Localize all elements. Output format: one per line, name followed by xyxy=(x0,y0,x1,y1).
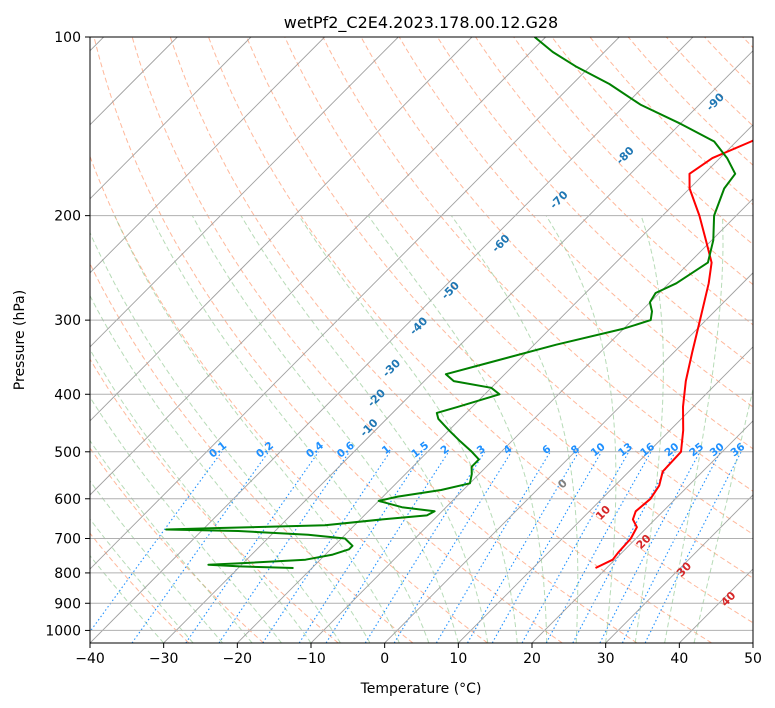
isotherm-line xyxy=(458,346,753,643)
dry-adiabat-line xyxy=(360,37,753,450)
mixing-ratio-line xyxy=(90,451,223,633)
mixing-ratio-line xyxy=(325,451,450,643)
mixing-ratio-line xyxy=(131,451,270,643)
y-tick-label: 800 xyxy=(54,566,81,582)
plot-frame xyxy=(89,36,754,644)
dry-adiabat-line xyxy=(90,358,339,643)
dry-adiabat-line xyxy=(131,37,638,643)
moist-adiabat-line xyxy=(634,215,664,643)
moist-adiabat-line xyxy=(240,215,489,643)
isotherm-line xyxy=(605,494,753,643)
mixing-ratio-line xyxy=(262,451,391,643)
dry-adiabat-line xyxy=(90,447,264,643)
moist-adiabat-line xyxy=(693,387,753,643)
mixing-ratio-line xyxy=(572,451,676,643)
moist-adiabat-line xyxy=(298,215,518,643)
x-tick-label: 50 xyxy=(744,651,762,667)
moist-adiabat-line xyxy=(664,215,724,643)
moist-adiabat-line xyxy=(545,215,617,643)
x-tick-label: −20 xyxy=(223,651,253,667)
x-tick-label: 20 xyxy=(523,651,541,667)
axes: −40 −30 −20 −10 0 10 20 30 40 50 100 200 300 400 500 60… xyxy=(45,30,762,667)
moist-adiabat-line xyxy=(90,480,223,643)
mixing-ratio-line xyxy=(185,451,320,643)
isotherm-line xyxy=(90,37,694,643)
isotherm-line xyxy=(90,37,473,422)
x-tick-label: 30 xyxy=(597,651,615,667)
mixing-ratio-line xyxy=(545,451,652,643)
y-tick-label: 900 xyxy=(54,596,81,612)
moist-adiabat-line xyxy=(367,215,548,643)
moist-adiabat-line xyxy=(90,231,371,643)
x-tick-label: 10 xyxy=(449,651,467,667)
dry-adiabat-line xyxy=(90,532,190,643)
moist-adiabat-line xyxy=(150,215,430,643)
y-tick-label: 500 xyxy=(54,445,81,461)
chart-title: wetPf2_C2E4.2023.178.00.12.G28 xyxy=(284,13,558,33)
dry-adiabat-line xyxy=(436,37,753,367)
y-tick-label: 100 xyxy=(54,30,81,46)
dewpoint-profile-line xyxy=(165,37,737,569)
mixing-ratio-line xyxy=(218,451,350,643)
y-tick-label: 300 xyxy=(54,313,81,329)
isotherm-line xyxy=(90,37,399,348)
background-lines xyxy=(90,37,753,643)
x-tick-label: −40 xyxy=(75,651,105,667)
moist-adiabat-line xyxy=(90,554,165,643)
moist-adiabat-line xyxy=(90,518,194,643)
mixing-ratio-line xyxy=(298,451,425,643)
y-tick-label: 400 xyxy=(54,387,81,403)
y-tick-label: 600 xyxy=(54,492,81,508)
y-tick-label: 700 xyxy=(54,532,81,548)
isotherm-line xyxy=(384,272,753,643)
profile-lines xyxy=(165,37,753,569)
isotherm-line xyxy=(90,37,546,496)
x-tick-label: −10 xyxy=(296,651,326,667)
x-tick-label: −30 xyxy=(149,651,179,667)
dry-adiabat-line xyxy=(90,155,488,643)
mixing-ratio-line xyxy=(644,451,742,643)
dry-adiabat-line xyxy=(169,37,712,643)
dry-adiabat-line xyxy=(90,262,414,643)
x-axis-label: Temperature (°C) xyxy=(360,681,482,697)
moist-adiabat-line xyxy=(90,294,341,643)
x-tick-label: 40 xyxy=(670,651,688,667)
dry-adiabat-line xyxy=(322,37,753,492)
isotherm-line xyxy=(531,420,753,643)
isotherm-line xyxy=(90,37,252,200)
y-tick-label: 200 xyxy=(54,209,81,225)
isotherm-line xyxy=(237,124,753,643)
moist-adiabat-line xyxy=(191,215,459,643)
isotherm-line xyxy=(310,198,753,643)
dry-adiabat-line xyxy=(208,37,753,624)
y-axis-label: Pressure (hPa) xyxy=(12,290,28,390)
y-tick-label: 1000 xyxy=(45,623,81,639)
mixing-ratio-line xyxy=(393,451,512,643)
isotherm-line xyxy=(163,50,753,643)
isotherm-line xyxy=(90,37,325,274)
moist-adiabat-line xyxy=(90,439,253,643)
temperature-profile-line xyxy=(595,139,753,569)
mixing-ratio-line xyxy=(521,451,630,643)
isotherm-line xyxy=(90,37,620,570)
moist-adiabat-line xyxy=(90,348,312,643)
x-tick-label: 0 xyxy=(380,651,389,667)
dry-adiabat-line xyxy=(93,37,563,643)
dry-adiabat-line xyxy=(513,37,753,286)
moist-adiabat-line xyxy=(114,215,400,643)
